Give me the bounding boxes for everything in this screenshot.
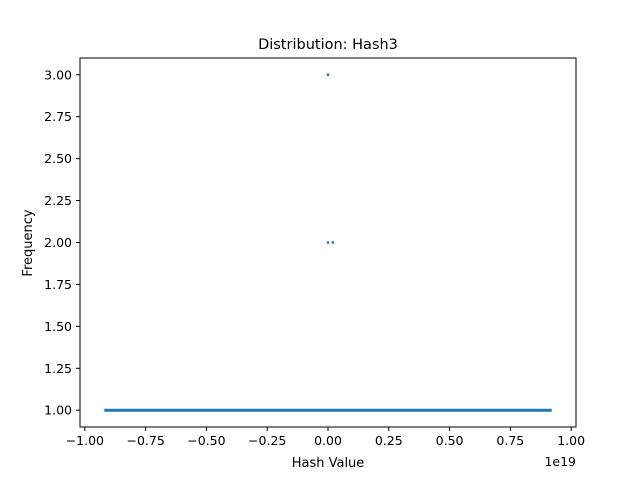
- x-tick-label: −1.00: [66, 433, 104, 448]
- x-axis-ticks: −1.00 −0.75 −0.50 −0.25 0.00 0.25 0.50 0.75 1.00: [66, 427, 585, 448]
- x-tick-label: −0.75: [126, 433, 164, 448]
- y-tick-label: 1.75: [44, 277, 72, 292]
- data-point: [326, 241, 330, 244]
- y-axis-ticks: 1.00 1.25 1.50 1.75 2.00 2.25 2.50 2.75 3.00: [44, 67, 80, 418]
- y-tick-label: 2.25: [44, 193, 72, 208]
- y-tick-label: 1.50: [44, 319, 72, 334]
- y-tick-label: 1.25: [44, 361, 72, 376]
- data-marks: [104, 73, 552, 412]
- x-tick-label: 0.75: [496, 433, 524, 448]
- chart-title: Distribution: Hash3: [258, 37, 398, 53]
- y-axis-label: Frequency: [21, 209, 36, 276]
- y-tick-label: 3.00: [44, 67, 72, 82]
- x-tick-label: 0.50: [436, 433, 464, 448]
- x-tick-label: 0.00: [314, 433, 342, 448]
- x-tick-label: 1.00: [557, 433, 585, 448]
- x-axis-offset-label: 1e19: [544, 454, 576, 469]
- x-tick-label: −0.50: [187, 433, 225, 448]
- y-tick-label: 2.75: [44, 109, 72, 124]
- data-point: [326, 73, 330, 76]
- x-tick-label: 0.25: [375, 433, 403, 448]
- y-tick-label: 2.50: [44, 151, 72, 166]
- y-tick-label: 2.00: [44, 235, 72, 250]
- y-tick-label: 1.00: [44, 403, 72, 418]
- data-point: [331, 241, 335, 244]
- x-axis-label: Hash Value: [292, 456, 365, 471]
- x-tick-label: −0.25: [248, 433, 286, 448]
